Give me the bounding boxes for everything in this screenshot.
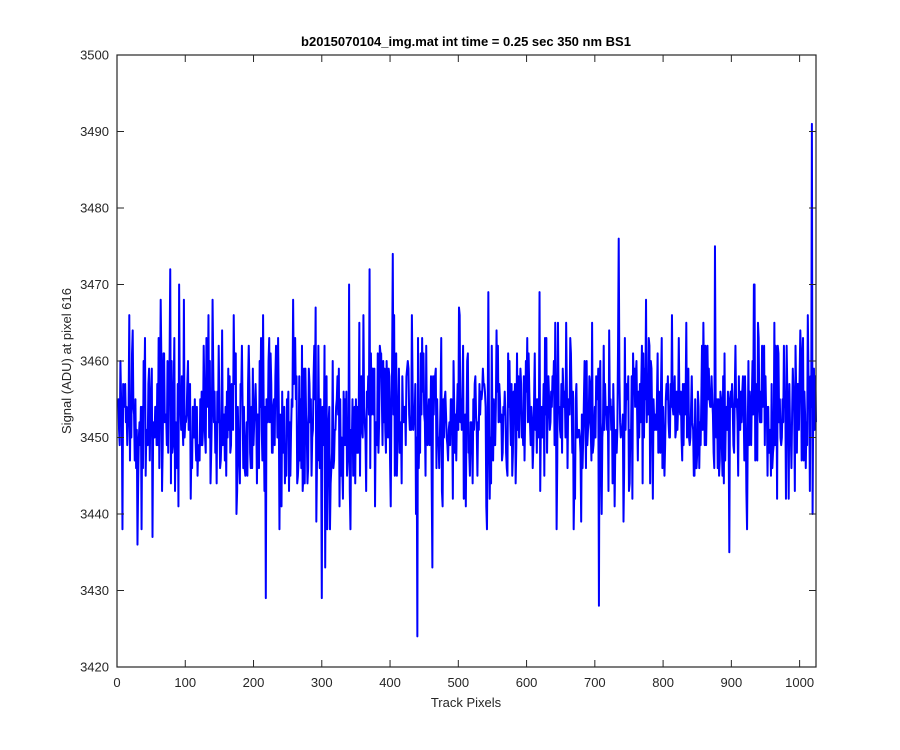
x-axis-label: Track Pixels (431, 695, 502, 710)
data-layer (117, 122, 817, 638)
y-tick-label: 3420 (80, 660, 109, 675)
x-tick-label: 100 (174, 675, 196, 690)
x-tick-label: 200 (243, 675, 265, 690)
x-tick-label: 900 (721, 675, 743, 690)
x-tick-label: 700 (584, 675, 606, 690)
y-axis-label: Signal (ADU) at pixel 616 (59, 288, 74, 434)
y-tick-label: 3430 (80, 583, 109, 598)
y-tick-label: 3470 (80, 277, 109, 292)
y-axis: 3420 3430 3440 3450 3460 3470 3480 3490 3500 (80, 48, 816, 675)
x-tick-label: 600 (516, 675, 538, 690)
series-line (117, 122, 817, 638)
chart-title: b2015070104_img.mat int time = 0.25 sec … (301, 34, 631, 49)
x-tick-label: 400 (379, 675, 401, 690)
y-tick-label: 3480 (80, 201, 109, 216)
x-tick-label: 1000 (785, 675, 814, 690)
x-tick-label: 0 (113, 675, 120, 690)
x-tick-label: 500 (447, 675, 469, 690)
y-tick-label: 3490 (80, 124, 109, 139)
y-tick-label: 3500 (80, 48, 109, 63)
y-tick-label: 3450 (80, 430, 109, 445)
x-tick-label: 300 (311, 675, 333, 690)
y-tick-label: 3460 (80, 354, 109, 369)
y-tick-label: 3440 (80, 507, 109, 522)
x-axis: 0 100 200 300 400 500 600 700 800 900 1000 (113, 55, 814, 690)
x-tick-label: 800 (652, 675, 674, 690)
